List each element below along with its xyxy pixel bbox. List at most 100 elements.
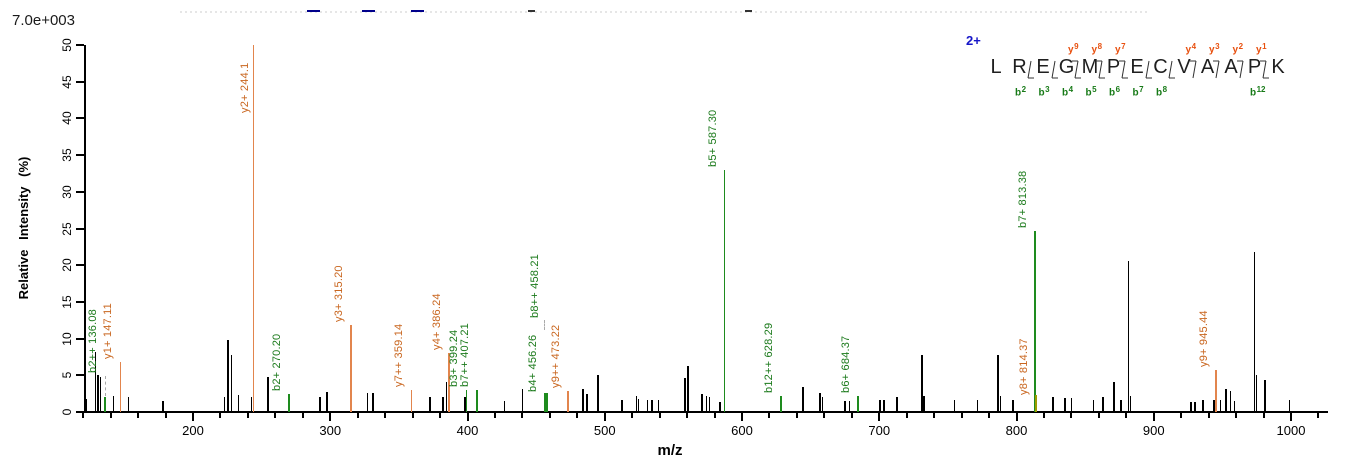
x-axis-minor-tick (137, 413, 140, 418)
spectrum-peak (429, 397, 431, 412)
artifact-dash (411, 10, 424, 12)
y-axis-tick (76, 117, 84, 120)
y-ion-tag-index: 8 (1097, 42, 1103, 51)
spectrum-peak (223, 397, 226, 412)
x-axis-minor-tick (411, 413, 414, 418)
spectrum-peak (705, 395, 708, 412)
b-ion-peak (1033, 231, 1036, 412)
b-ion-tag-index: 4 (1068, 85, 1074, 94)
x-axis-minor-tick (1235, 413, 1238, 418)
sequence-residue: E (1036, 56, 1050, 78)
x-axis-minor-tick (905, 413, 908, 418)
spectrum-peak (621, 400, 623, 412)
y-ion-tag-series: y (1256, 44, 1262, 56)
spectrum-peak (635, 395, 638, 412)
b-ion-peak (856, 395, 859, 412)
spectrum-peak (1092, 400, 1095, 412)
b-ion-tag: b4 (1062, 84, 1073, 98)
spectrum-peak (366, 392, 369, 412)
ion-peak-label: b4+ 456.26 (526, 334, 539, 392)
b-ion-tag: b2 (1015, 84, 1026, 98)
y-axis-tick (76, 337, 84, 340)
sequence-residue: C (1153, 56, 1168, 78)
y-axis-tick (76, 190, 84, 193)
ion-peak-label: y4+ 386.24 (430, 292, 443, 350)
spectrum-peak (1233, 400, 1236, 412)
b-ion-tag-series: b (1062, 87, 1069, 99)
ion-peak-label: y2+ 244.1 (238, 62, 251, 113)
sequence-residue: V (1177, 56, 1191, 78)
b-ion-tag: b12 (1250, 84, 1266, 98)
y-ion-tag: y7 (1115, 41, 1126, 55)
spectrum-peak (99, 376, 102, 412)
b-ion-tag-index: 2 (1021, 85, 1027, 94)
x-axis-major-tick (466, 413, 469, 421)
y-ion-tag: y1 (1256, 41, 1267, 56)
spectrum-peak (651, 399, 653, 412)
y-axis-tick (76, 80, 84, 83)
y-ion-peak (567, 390, 569, 412)
spectrum-peak (637, 398, 640, 412)
spectrum-peak (445, 381, 448, 412)
x-axis-major-tick (603, 413, 606, 421)
x-axis-minor-tick (768, 413, 771, 418)
spectrum-peak (1219, 399, 1222, 412)
y-axis-tick (76, 154, 84, 157)
y-ion-tag: y9 (1068, 41, 1079, 56)
cleavage-divider-icon (1119, 60, 1128, 79)
b-ion-tag-series: b (1132, 87, 1139, 99)
sequence-residue: A (1200, 56, 1215, 78)
y-axis-tick-label: 35 (60, 148, 74, 162)
ion-peak-label: b2+ 270.20 (271, 334, 284, 392)
x-axis-minor-tick (274, 413, 277, 418)
cleavage-divider-icon (1027, 60, 1034, 79)
x-axis-minor-tick (1317, 413, 1320, 418)
spectrum-peak (85, 398, 87, 412)
y-ion-tag-series: y (1068, 44, 1074, 56)
b-ion-tag-index: 8 (1162, 85, 1168, 94)
x-axis-tick-label: 600 (731, 423, 753, 438)
spectrum-peak (1288, 399, 1291, 412)
spectrum-peak (94, 351, 97, 412)
spectrum-peak (883, 399, 885, 412)
y-ion-tag: y2 (1232, 41, 1244, 56)
artifact-dash (745, 10, 752, 12)
sequence-residue: L (990, 56, 1002, 78)
spectrum-peak (879, 399, 881, 412)
x-axis-minor-tick (356, 413, 359, 418)
b-ion-tag-series: b (1038, 87, 1045, 99)
spectrum-peak (1102, 396, 1104, 412)
b-ion-tag-series: b (1109, 87, 1116, 99)
spectrum-peak (701, 393, 703, 412)
cleavage-divider-icon (1072, 60, 1081, 79)
ion-peak-label: y9+ 945.44 (1198, 310, 1211, 368)
artifact-dash (307, 10, 320, 12)
ion-peak-label: b7++ 407.21 (459, 322, 472, 387)
spectrum-peak (1229, 390, 1232, 412)
b-ion-tag-index: 5 (1092, 85, 1097, 94)
x-axis-minor-tick (1125, 413, 1128, 418)
y-ion-peak (410, 389, 413, 412)
sequence-residue: E (1130, 56, 1144, 78)
x-axis-tick-label: 400 (456, 423, 479, 438)
y-axis-tick-label: 20 (60, 258, 74, 272)
b-ion-tag: b8 (1156, 84, 1167, 98)
ion-peak-label: b8++ 458.21 (529, 254, 542, 318)
y-axis-tick-label: 0 (60, 408, 74, 416)
x-axis-tick-label: 300 (319, 423, 342, 438)
spectrum-peak (227, 340, 229, 412)
spectrum-peak (719, 401, 721, 412)
x-axis-minor-tick (1097, 413, 1100, 418)
x-axis-tick-label: 800 (1005, 423, 1028, 438)
x-axis-major-tick (1290, 413, 1292, 421)
spectrum-peak (997, 354, 999, 412)
spectrum-peak (127, 397, 130, 412)
ion-peak-label: b5+ 587.30 (706, 109, 719, 167)
y-ion-tag-series: y (1232, 44, 1239, 56)
spectrum-peak (1264, 379, 1266, 412)
ion-peak-label: b2++ 136.08 (87, 309, 100, 373)
spectrum-peak (1070, 398, 1073, 412)
b-ion-peak (723, 169, 726, 412)
x-axis-minor-tick (164, 413, 167, 418)
y-axis-tick-label: 25 (60, 221, 74, 236)
